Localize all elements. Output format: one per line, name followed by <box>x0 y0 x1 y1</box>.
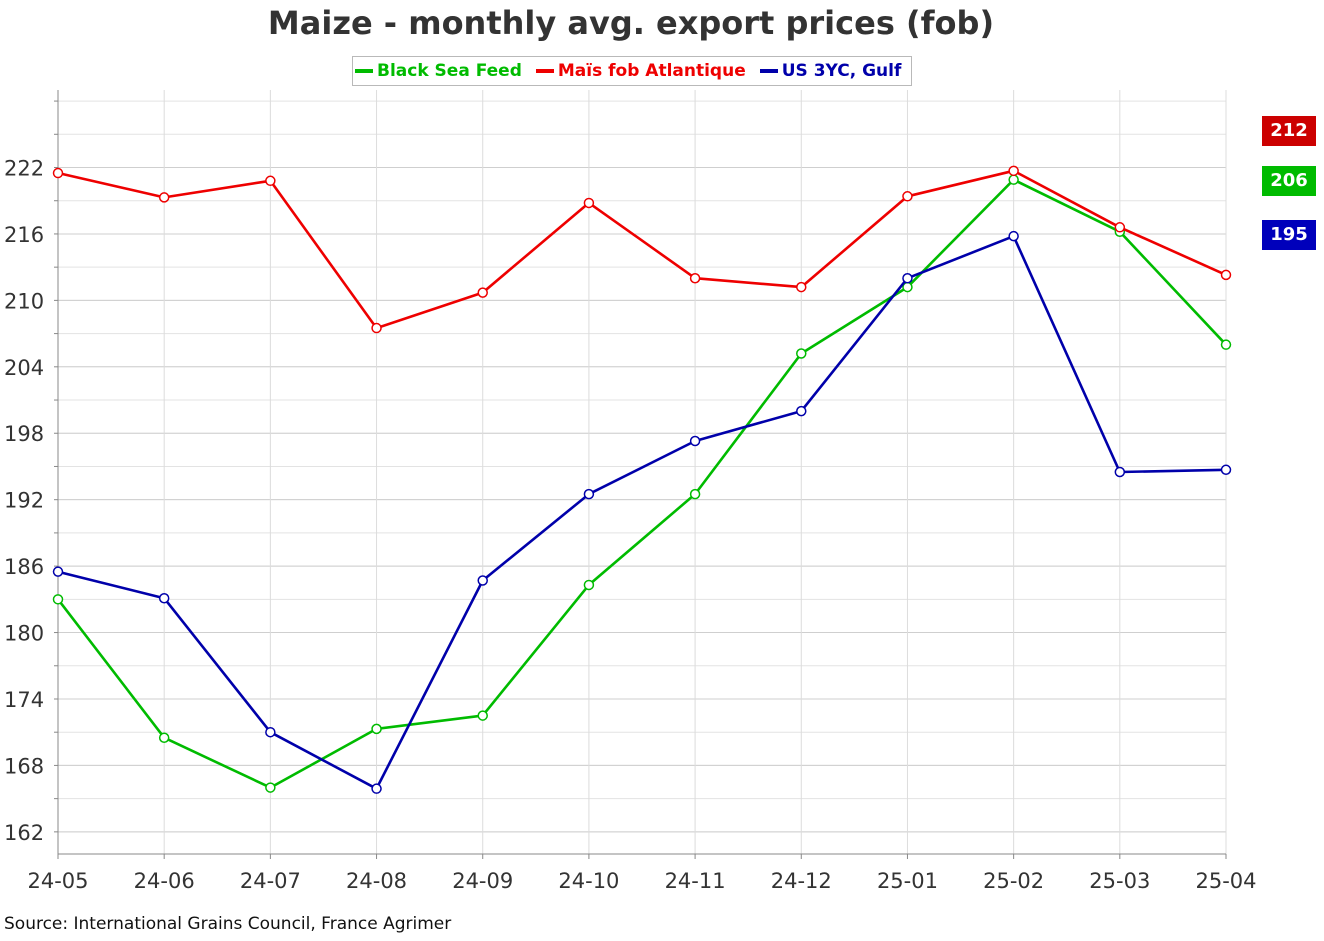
series-line-us-3yc-gulf <box>57 234 1227 791</box>
legend-swatch-black-sea-feed <box>355 69 373 73</box>
data-point-ma-s-fob-atlantique-24-06 <box>158 192 170 203</box>
data-point-us-3yc-gulf-24-11 <box>689 435 701 447</box>
y-tick-label-192: 192 <box>4 489 44 513</box>
legend-label-black-sea-feed: Black Sea Feed <box>377 61 522 81</box>
data-point-us-3yc-gulf-24-07 <box>265 726 276 738</box>
y-tick-label-210: 210 <box>4 289 44 313</box>
data-point-ma-s-fob-atlantique-24-10 <box>583 197 595 209</box>
y-tick-label-216: 216 <box>4 223 44 247</box>
data-point-us-3yc-gulf-25-01 <box>902 272 913 284</box>
chart-title: Maize - monthly avg. export prices (fob) <box>267 4 995 42</box>
x-tick-label-25-02: 25-02 <box>983 869 1044 893</box>
x-tick-label-24-10: 24-10 <box>558 869 619 893</box>
end-label-mais-fob-atlantique: 212 <box>1262 116 1316 146</box>
end-label-us-3yc-gulf: 195 <box>1262 220 1316 250</box>
y-tick-label-198: 198 <box>4 422 44 446</box>
legend-swatch-us-3yc-gulf <box>759 69 778 73</box>
end-label-black-sea-feed: 206 <box>1262 166 1316 196</box>
data-point-black-sea-feed-24-05 <box>52 594 64 605</box>
data-point-black-sea-feed-24-06 <box>158 732 170 743</box>
y-tick-label-168: 168 <box>4 754 44 778</box>
x-tick-label-24-09: 24-09 <box>452 869 513 893</box>
y-tick-label-162: 162 <box>4 821 44 845</box>
legend-swatch-mais-fob-atlantique <box>535 69 554 73</box>
x-tick-label-24-08: 24-08 <box>346 869 407 893</box>
x-tick-label-25-03: 25-03 <box>1089 869 1150 893</box>
data-point-us-3yc-gulf-24-12 <box>796 405 807 417</box>
data-point-us-3yc-gulf-24-08 <box>371 783 382 794</box>
data-point-black-sea-feed-24-08 <box>371 723 382 735</box>
data-point-black-sea-feed-24-09 <box>477 710 488 721</box>
data-point-us-3yc-gulf-25-02 <box>1008 230 1019 242</box>
x-tick-label-24-05: 24-05 <box>27 869 88 893</box>
y-tick-label-186: 186 <box>4 555 44 579</box>
data-point-black-sea-feed-24-07 <box>265 782 276 793</box>
source-note: Source: International Grains Council, Fr… <box>4 914 452 934</box>
data-point-us-3yc-gulf-24-06 <box>158 592 170 604</box>
y-tick-label-222: 222 <box>4 157 44 181</box>
data-point-black-sea-feed-24-10 <box>583 579 595 591</box>
data-point-black-sea-feed-25-02 <box>1008 174 1019 185</box>
x-tick-label-24-12: 24-12 <box>771 869 832 893</box>
data-point-black-sea-feed-24-11 <box>689 488 701 500</box>
data-point-ma-s-fob-atlantique-24-08 <box>371 322 382 334</box>
legend-label-us-3yc-gulf: US 3YC, Gulf <box>781 61 902 81</box>
data-point-ma-s-fob-atlantique-24-11 <box>689 272 701 284</box>
chart-legend: Black Sea Feed Maïs fob Atlantique US 3Y… <box>352 56 913 86</box>
series-line-black-sea-feed <box>56 178 1227 789</box>
data-point-black-sea-feed-24-12 <box>796 348 807 359</box>
x-tick-label-24-06: 24-06 <box>134 869 195 893</box>
data-point-ma-s-fob-atlantique-25-01 <box>902 191 913 202</box>
data-point-us-3yc-gulf-25-04 <box>1220 464 1232 476</box>
data-point-us-3yc-gulf-24-10 <box>583 488 595 500</box>
data-point-ma-s-fob-atlantique-24-12 <box>796 281 807 293</box>
data-point-ma-s-fob-atlantique-25-03 <box>1114 222 1126 233</box>
legend-item-us-3yc-gulf[interactable]: US 3YC, Gulf <box>759 61 902 81</box>
x-tick-label-24-11: 24-11 <box>665 869 726 893</box>
y-tick-label-204: 204 <box>4 356 44 380</box>
data-point-ma-s-fob-atlantique-24-05 <box>52 167 64 179</box>
legend-item-mais-fob-atlantique[interactable]: Maïs fob Atlantique <box>535 61 746 81</box>
x-tick-label-25-04: 25-04 <box>1195 869 1256 893</box>
data-point-ma-s-fob-atlantique-24-07 <box>265 175 276 187</box>
data-point-ma-s-fob-atlantique-25-02 <box>1008 165 1019 177</box>
y-tick-label-174: 174 <box>4 688 44 712</box>
data-point-ma-s-fob-atlantique-25-04 <box>1220 269 1232 281</box>
x-tick-label-25-01: 25-01 <box>877 869 938 893</box>
legend-label-mais-fob-atlantique: Maïs fob Atlantique <box>557 61 746 81</box>
y-tick-label-180: 180 <box>4 622 44 646</box>
data-point-us-3yc-gulf-24-09 <box>477 575 488 586</box>
data-point-us-3yc-gulf-24-05 <box>52 566 64 577</box>
data-point-ma-s-fob-atlantique-24-09 <box>477 287 488 298</box>
data-point-black-sea-feed-25-04 <box>1220 339 1232 350</box>
legend-item-black-sea-feed[interactable]: Black Sea Feed <box>355 61 522 81</box>
x-tick-label-24-07: 24-07 <box>240 869 301 893</box>
data-point-us-3yc-gulf-25-03 <box>1114 466 1126 478</box>
series-line-ma-s-fob-atlantique <box>57 169 1227 330</box>
